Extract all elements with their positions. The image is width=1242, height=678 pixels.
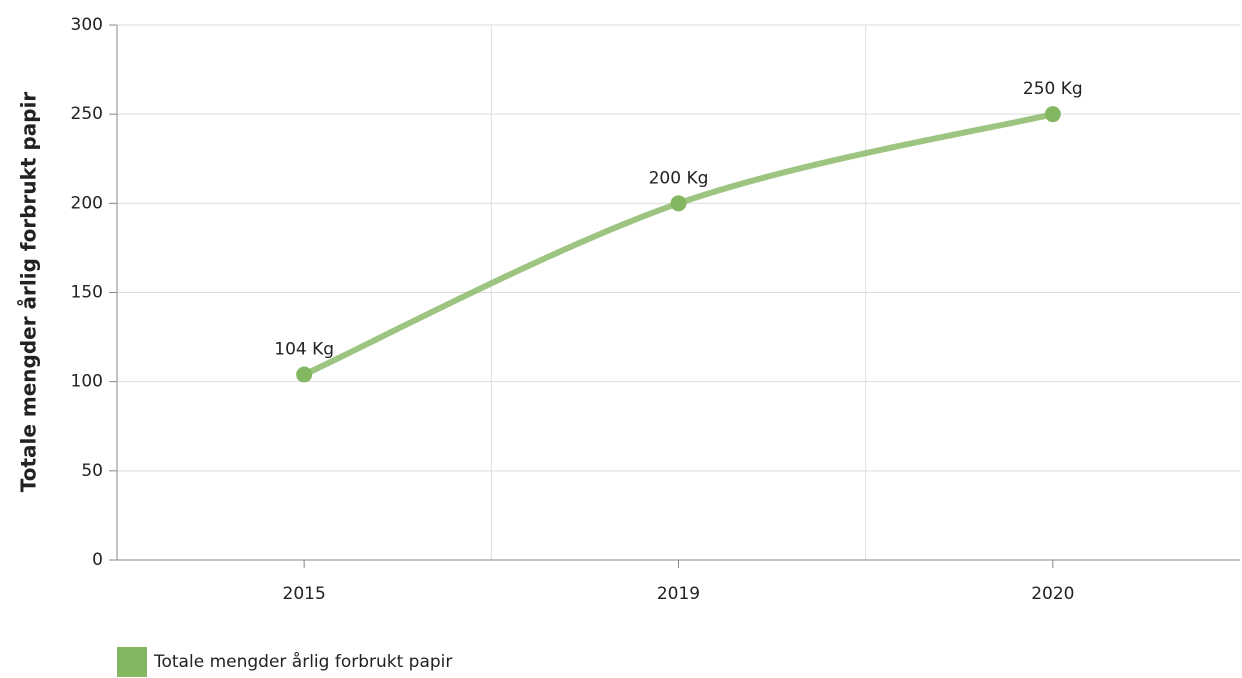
y-tick-label: 150 bbox=[71, 283, 103, 303]
legend-swatch bbox=[117, 647, 147, 677]
data-label: 200 Kg bbox=[649, 168, 709, 188]
y-axis-label: Totale mengder årlig forbrukt papir bbox=[17, 92, 41, 493]
data-label: 104 Kg bbox=[274, 340, 334, 360]
point bbox=[670, 195, 687, 212]
x-tick-label: 2020 bbox=[1031, 584, 1074, 604]
x-tick-label: 2019 bbox=[657, 584, 700, 604]
legend-label: Totale mengder årlig forbrukt papir bbox=[153, 651, 452, 672]
line bbox=[301, 111, 1056, 378]
y-tick-label: 250 bbox=[71, 104, 103, 124]
y-tick-label: 200 bbox=[71, 193, 103, 213]
y-tick-label: 300 bbox=[71, 15, 103, 35]
y-tick-label: 100 bbox=[71, 372, 103, 392]
y-tick-label: 50 bbox=[81, 461, 103, 481]
y-tick-label: 0 bbox=[92, 550, 103, 570]
x-tick-label: 2015 bbox=[283, 584, 326, 604]
point bbox=[296, 366, 313, 383]
data-label: 250 Kg bbox=[1023, 79, 1083, 99]
point bbox=[1044, 106, 1061, 123]
